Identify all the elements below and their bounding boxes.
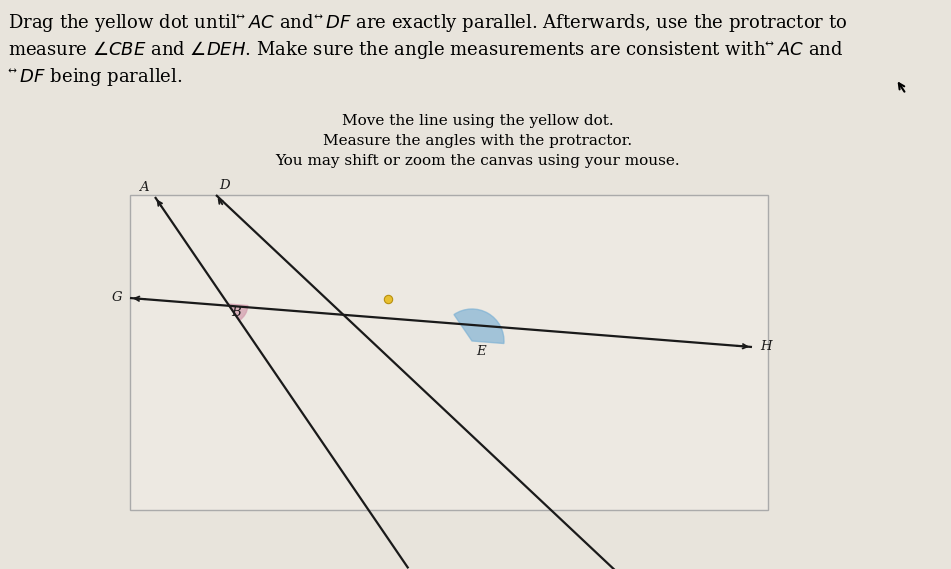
- Text: A: A: [140, 181, 149, 194]
- Text: measure $\angle CBE$ and $\angle DEH$. Make sure the angle measurements are cons: measure $\angle CBE$ and $\angle DEH$. M…: [8, 39, 844, 61]
- Text: D: D: [219, 179, 229, 192]
- Bar: [130, 195, 768, 510]
- Text: H: H: [760, 340, 771, 353]
- Text: B: B: [231, 306, 241, 319]
- Wedge shape: [228, 304, 248, 320]
- Text: $\overleftrightarrow{DF}$ being parallel.: $\overleftrightarrow{DF}$ being parallel…: [8, 66, 183, 88]
- Wedge shape: [454, 309, 504, 344]
- Text: Drag the yellow dot until $\overleftrightarrow{AC}$ and $\overleftrightarrow{DF}: Drag the yellow dot until $\overleftrigh…: [8, 12, 847, 34]
- Text: Move the line using the yellow dot.: Move the line using the yellow dot.: [342, 114, 613, 128]
- Text: G: G: [111, 291, 122, 303]
- Text: E: E: [476, 345, 486, 358]
- Text: You may shift or zoom the canvas using your mouse.: You may shift or zoom the canvas using y…: [276, 154, 680, 168]
- Text: Measure the angles with the protractor.: Measure the angles with the protractor.: [323, 134, 632, 148]
